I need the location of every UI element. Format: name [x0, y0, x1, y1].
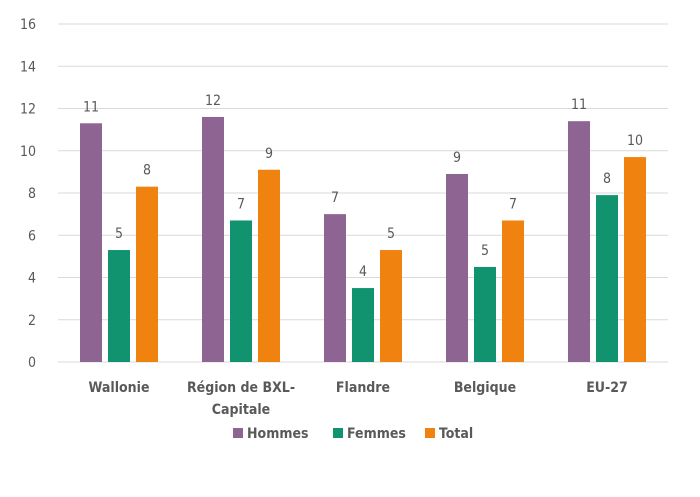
data-label: 4 [359, 264, 367, 280]
y-tick-label: 16 [20, 17, 36, 33]
y-tick-label: 4 [28, 271, 36, 287]
y-tick-label: 2 [28, 313, 36, 329]
data-label: 7 [509, 196, 517, 212]
legend-swatch-femmes [333, 428, 343, 438]
bar-hommes [446, 173, 468, 362]
bar-femmes [596, 195, 618, 362]
legend-swatch-hommes [233, 428, 243, 438]
bar-total [624, 157, 646, 362]
data-label: 12 [205, 93, 221, 109]
x-category-label: Capitale [212, 402, 270, 418]
bar-femmes [108, 250, 130, 362]
bar-hommes [80, 123, 102, 362]
y-tick-label: 14 [20, 59, 36, 75]
bar-total [258, 169, 280, 362]
bar-femmes [230, 220, 252, 362]
legend-label-hommes: Hommes [247, 426, 309, 442]
data-label: 11 [571, 97, 587, 113]
data-label: 9 [453, 150, 461, 166]
bar-hommes [202, 116, 224, 362]
bar-hommes [568, 121, 590, 362]
x-category-label: Région de BXL- [187, 380, 295, 396]
data-label: 8 [143, 163, 151, 179]
x-category-label: EU-27 [586, 380, 628, 396]
bar-total [502, 220, 524, 362]
x-category-label: Flandre [336, 380, 390, 396]
y-tick-label: 6 [28, 228, 36, 244]
bar-hommes [324, 214, 346, 362]
data-label: 9 [265, 146, 273, 162]
y-tick-label: 8 [28, 186, 36, 202]
x-category-label: Wallonie [88, 380, 149, 396]
data-label: 7 [237, 196, 245, 212]
y-tick-label: 10 [20, 144, 36, 160]
bar-total [136, 186, 158, 362]
data-label: 5 [481, 243, 489, 259]
y-tick-label: 12 [20, 102, 36, 118]
data-label: 5 [387, 226, 395, 242]
legend-label-femmes: Femmes [347, 426, 406, 442]
bar-femmes [474, 266, 496, 362]
data-label: 8 [603, 171, 611, 187]
legend-swatch-total [425, 428, 435, 438]
data-label: 5 [115, 226, 123, 242]
legend-label-total: Total [439, 426, 473, 442]
data-label: 11 [83, 99, 99, 115]
bar-femmes [352, 288, 374, 362]
data-label: 7 [331, 190, 339, 206]
data-label: 10 [627, 133, 643, 149]
y-tick-label: 0 [28, 355, 36, 371]
bar-total [380, 250, 402, 362]
x-category-label: Belgique [454, 380, 516, 396]
